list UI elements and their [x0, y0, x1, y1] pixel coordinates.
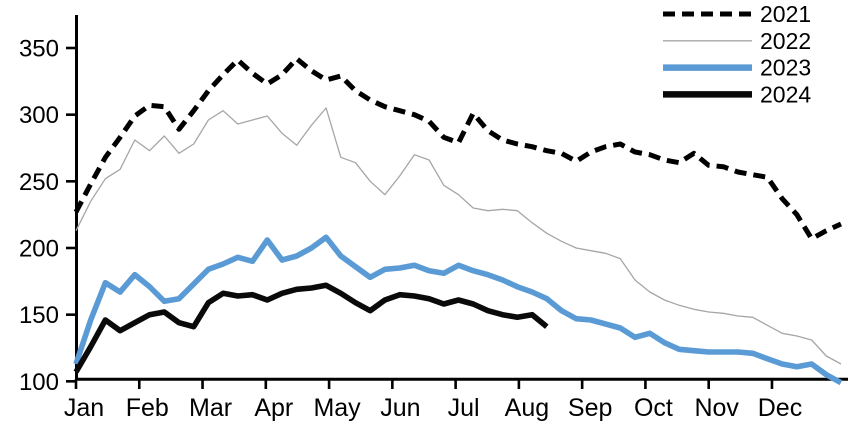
y-axis-tick-label: 300: [19, 102, 59, 129]
y-axis-tick-label: 100: [19, 369, 59, 396]
series-line-2021: [73, 56, 843, 242]
x-axis-tick-label: Jul: [448, 394, 480, 422]
x-axis-tick-label: Aug: [505, 394, 549, 422]
y-axis-tick-label: 250: [19, 169, 59, 196]
x-axis-tick-label: Nov: [694, 394, 739, 422]
y-axis-tick-label: 350: [19, 36, 59, 63]
x-axis-tick-label: Jun: [380, 394, 420, 422]
x-axis-tick-label: Sep: [568, 394, 612, 422]
x-axis-tick-label: Apr: [254, 394, 293, 422]
series-line-2022: [75, 107, 842, 365]
x-axis-tick-label: Mar: [189, 394, 232, 422]
x-axis-tick-label: Feb: [126, 394, 169, 422]
y-axis-tick-label: 150: [19, 302, 59, 329]
series-line-2024: [73, 282, 549, 374]
x-axis-tick-label: Dec: [758, 394, 802, 422]
legend-label-2024: 2024: [760, 81, 811, 107]
series-line-2023: [73, 234, 843, 386]
x-axis-tick-label: Oct: [634, 394, 673, 422]
x-axis-tick-label: Jan: [64, 394, 104, 422]
legend-label-2023: 2023: [760, 55, 811, 81]
y-axis-tick-label: 200: [19, 235, 59, 262]
x-axis-tick-label: May: [313, 394, 361, 422]
legend-label-2022: 2022: [760, 28, 811, 54]
legend-label-2021: 2021: [760, 1, 811, 27]
